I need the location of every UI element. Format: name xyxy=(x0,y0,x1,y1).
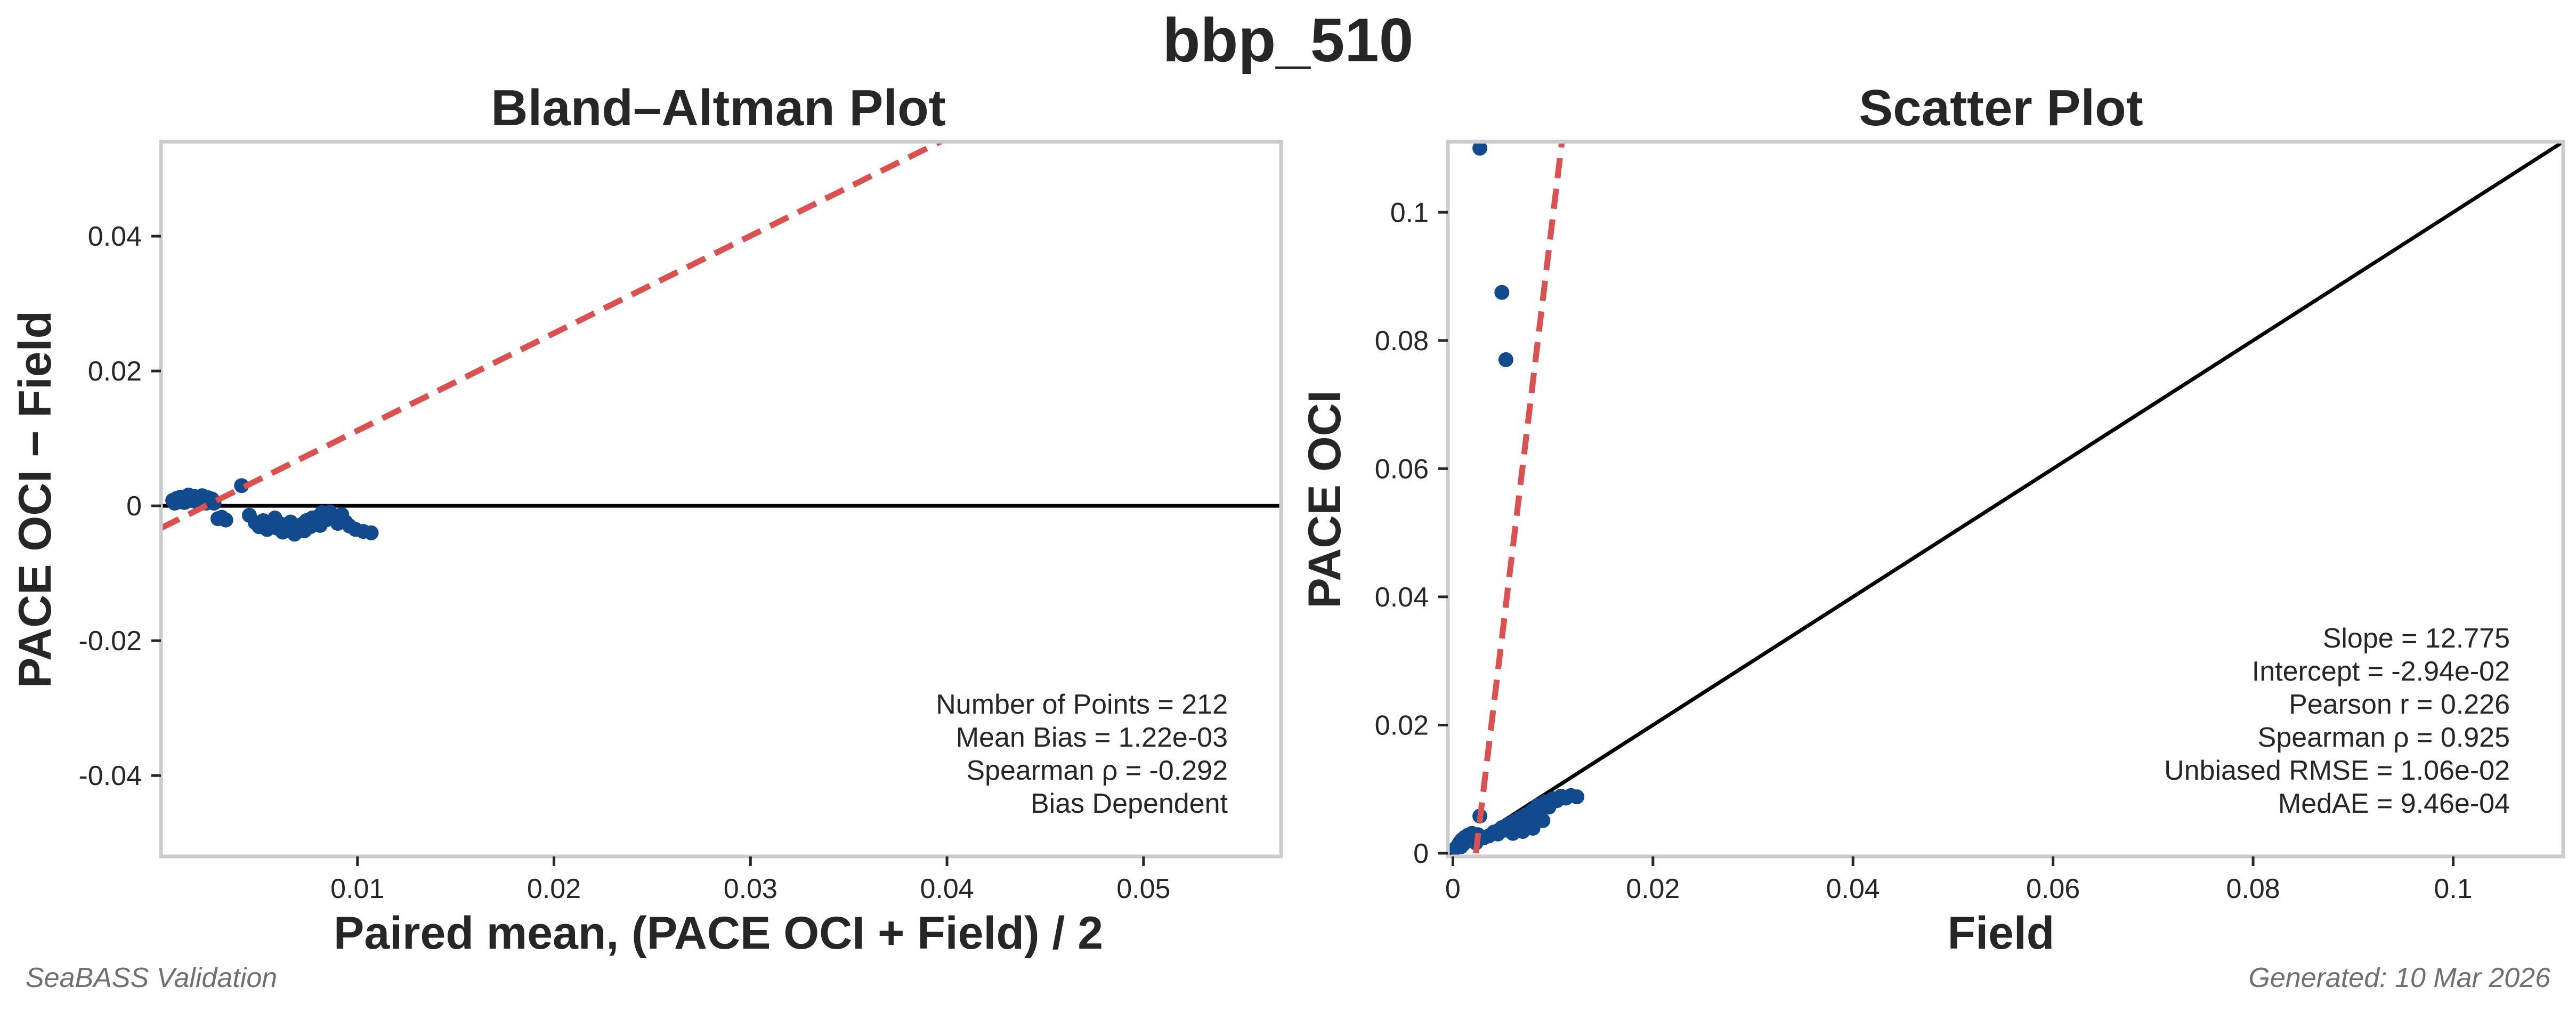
figure-title: bbp_510 xyxy=(1163,5,1414,75)
ba-ytick-label: 0.02 xyxy=(88,356,142,387)
sc-data-point xyxy=(1569,789,1585,805)
footer-left: SeaBASS Validation xyxy=(26,963,277,993)
sc-ytick-label: 0.02 xyxy=(1375,710,1429,741)
sc-xtick-label: 0.06 xyxy=(2026,873,2080,904)
ba-axes-frame xyxy=(159,140,1283,859)
sc-fit-line xyxy=(1473,142,1565,854)
scatter-ylabel: PACE OCI xyxy=(1299,390,1350,608)
ba-ytick-label: -0.02 xyxy=(78,626,142,657)
sc-stat-line: Spearman ρ = 0.925 xyxy=(2258,722,2510,753)
ba-stat-line: Number of Points = 212 xyxy=(936,689,1228,720)
scatter-panel: Scatter Plot Field PACE OCI 0 0.02 0.04 0.0… xyxy=(1299,79,2565,959)
sc-ytick-label: 0.08 xyxy=(1375,326,1429,357)
sc-stat-line: MedAE = 9.46e-04 xyxy=(2278,788,2510,819)
sc-ytick-label: 0 xyxy=(1413,838,1429,869)
sc-stat-line: Slope = 12.775 xyxy=(2323,623,2510,654)
ba-xtick-label: 0.05 xyxy=(1116,873,1170,904)
ba-xtick-label: 0.03 xyxy=(724,873,777,904)
sc-stat-line: Intercept = -2.94e-02 xyxy=(2252,656,2510,687)
sc-plot-area xyxy=(1448,142,2563,856)
scatter-xlabel: Field xyxy=(1948,908,2055,959)
sc-ytick-label: 0.04 xyxy=(1375,582,1429,613)
ba-data-point xyxy=(218,512,233,528)
ba-xtick-label: 0.02 xyxy=(527,873,581,904)
ba-ytick-label: 0.04 xyxy=(88,221,142,252)
ba-fit-line xyxy=(161,142,947,531)
ba-data-point xyxy=(363,525,379,540)
ba-stat-line: Spearman ρ = -0.292 xyxy=(966,755,1228,786)
bland-altman-xlabel: Paired mean, (PACE OCI + Field) / 2 xyxy=(334,908,1103,959)
ba-xtick-label: 0.04 xyxy=(920,873,974,904)
ba-xtick-label: 0.01 xyxy=(330,873,384,904)
sc-identity-line xyxy=(1448,142,2563,856)
sc-xtick-label: 0.1 xyxy=(2434,873,2472,904)
sc-data-point xyxy=(1494,285,1510,300)
ba-plot-area xyxy=(161,142,1281,542)
bland-altman-title: Bland–Altman Plot xyxy=(491,79,945,136)
sc-xtick-label: 0.04 xyxy=(1826,873,1880,904)
sc-data-point xyxy=(1472,142,1488,156)
sc-ytick-label: 0.1 xyxy=(1390,197,1429,228)
scatter-title: Scatter Plot xyxy=(1859,79,2143,136)
ba-ytick-label: 0 xyxy=(126,491,142,522)
sc-axes-frame xyxy=(1446,140,2565,859)
sc-data-point xyxy=(1505,826,1521,841)
bland-altman-ylabel: PACE OCI − Field xyxy=(10,311,61,688)
sc-xtick-label: 0.02 xyxy=(1626,873,1680,904)
sc-data-point xyxy=(1535,813,1551,828)
ba-ytick-label: -0.04 xyxy=(78,761,142,791)
sc-data-point xyxy=(1498,352,1513,367)
sc-stat-line: Unbiased RMSE = 1.06e-02 xyxy=(2164,755,2510,786)
bland-altman-panel: Bland–Altman Plot Paired mean, (PACE OCI… xyxy=(10,79,1283,959)
sc-ytick-label: 0.06 xyxy=(1375,454,1429,484)
sc-xtick-label: 0 xyxy=(1445,873,1461,904)
footer-right: Generated: 10 Mar 2026 xyxy=(2248,963,2550,993)
ba-stat-line: Mean Bias = 1.22e-03 xyxy=(956,722,1228,753)
sc-xtick-label: 0.08 xyxy=(2226,873,2280,904)
sc-stat-line: Pearson r = 0.226 xyxy=(2289,689,2510,720)
ba-stat-line: Bias Dependent xyxy=(1031,788,1228,819)
